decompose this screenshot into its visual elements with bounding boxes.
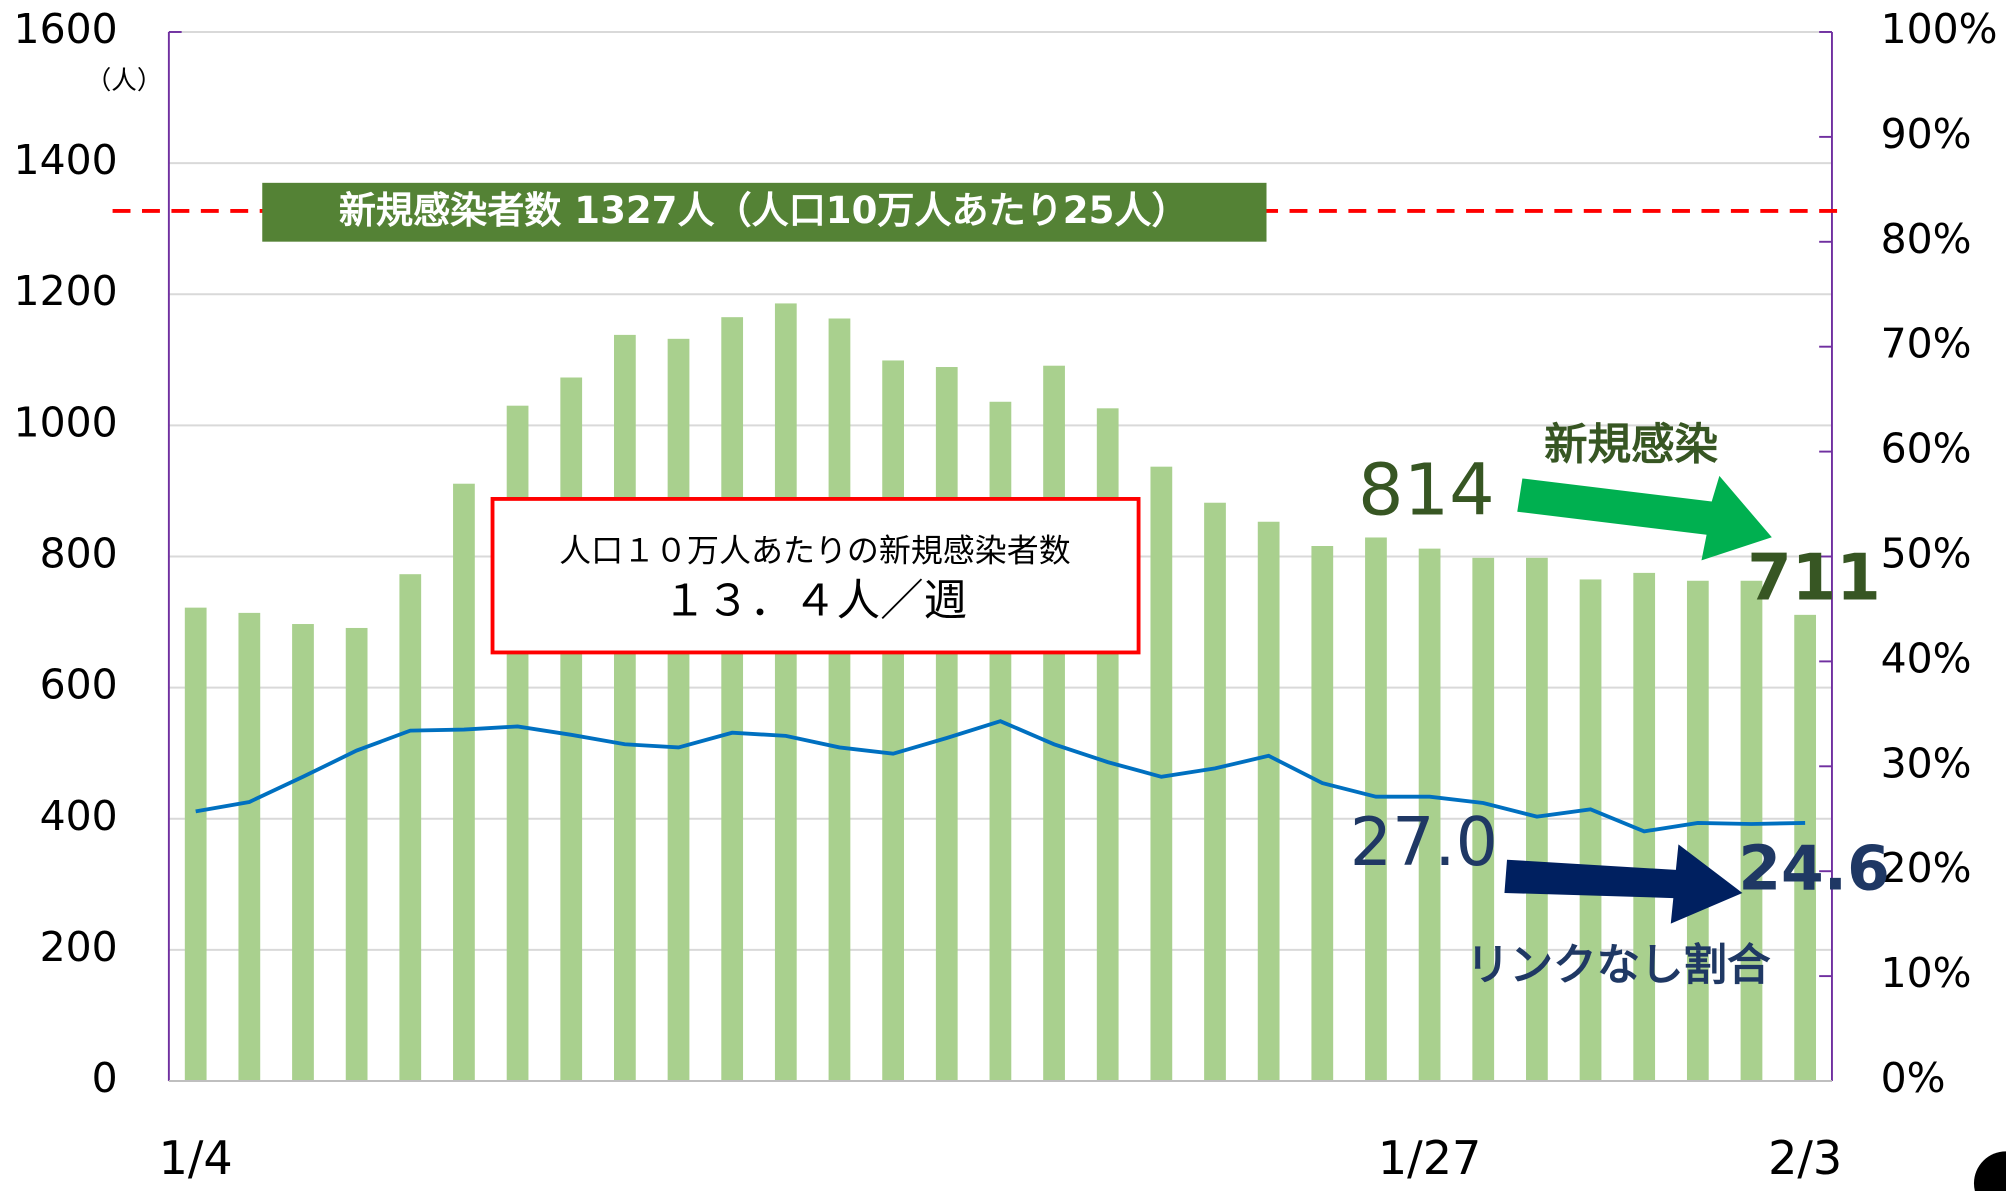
bar: [345, 627, 368, 1082]
y-tick-label: 600: [40, 661, 118, 709]
y-tick-label: 1200: [14, 267, 118, 315]
reference-label: 新規感染者数 1327人（人口10万人あたり25人）: [339, 189, 1189, 232]
info-box: [490, 497, 1141, 655]
y2-tick-label: 30%: [1881, 739, 1972, 787]
x-tick-label: 1/4: [159, 1131, 233, 1185]
bar: [1311, 546, 1334, 1082]
annotation: 新規感染: [1544, 420, 1718, 470]
annotation: 27.0: [1350, 803, 1498, 881]
bar: [1633, 572, 1656, 1082]
bar: [774, 303, 797, 1082]
bar: [1794, 614, 1817, 1082]
annotation: 814: [1358, 449, 1495, 532]
bar: [292, 624, 314, 1082]
bar: [1740, 580, 1763, 1082]
page-marker: [1973, 1151, 2006, 1191]
annotation: 711: [1747, 542, 1881, 616]
x-tick-label: 2/3: [1768, 1131, 1842, 1185]
y-tick-label: 200: [40, 923, 118, 971]
bar: [935, 367, 958, 1082]
y-tick-label: 1400: [14, 136, 118, 184]
y2-tick-label: 100%: [1881, 5, 1998, 53]
bar: [453, 483, 475, 1082]
y2-tick-label: 20%: [1881, 844, 1972, 892]
arrow: [1517, 475, 1772, 561]
bar: [1579, 579, 1602, 1082]
bar: [1472, 557, 1495, 1082]
x-tick-label: 1/27: [1378, 1131, 1481, 1185]
bar: [1526, 557, 1548, 1082]
bar: [184, 607, 207, 1082]
annotation: 24.6: [1738, 834, 1889, 905]
bar: [1365, 537, 1387, 1082]
bar: [1418, 548, 1441, 1082]
y2-tick-label: 60%: [1881, 425, 1972, 473]
y2-tick-label: 40%: [1881, 634, 1972, 682]
bar: [1150, 466, 1173, 1082]
info-box-line: １３．４人／週: [663, 576, 967, 626]
y2-tick-label: 70%: [1881, 320, 1972, 368]
annotation: リンクなし割合: [1466, 941, 1771, 991]
bar: [399, 574, 422, 1082]
y-tick-label: 400: [40, 792, 118, 840]
bar: [882, 360, 904, 1082]
bar: [1686, 580, 1709, 1082]
y2-tick-label: 10%: [1881, 949, 1972, 997]
y-tick-label: 0: [92, 1054, 118, 1102]
y-axis-unit: （人）: [86, 66, 163, 96]
bar: [828, 318, 851, 1082]
bar: [238, 612, 261, 1082]
plot-area: 0 200 400 600 800 1000 1200 1400 1600 0% 10% 20% 30%…: [14, 5, 2006, 1191]
info-box-line: 人口１０万人あたりの新規感染者数: [559, 532, 1071, 570]
y-tick-label: 1600: [14, 5, 118, 53]
y2-tick-label: 90%: [1881, 110, 1972, 158]
reference-label-box: [262, 182, 1267, 242]
y-tick-label: 800: [40, 529, 118, 577]
bar: [721, 317, 744, 1082]
bar: [667, 338, 690, 1082]
arrow: [1504, 844, 1743, 924]
bar: [1257, 521, 1280, 1082]
y-tick-label: 1000: [14, 398, 118, 446]
bar: [1043, 365, 1065, 1082]
bar: [1204, 502, 1226, 1082]
line: [195, 719, 1806, 834]
bar: [560, 377, 583, 1082]
y2-tick-label: 50%: [1881, 529, 1972, 577]
y2-tick-label: 0%: [1881, 1054, 1946, 1102]
y2-tick-label: 80%: [1881, 215, 1972, 263]
bar: [614, 334, 636, 1082]
